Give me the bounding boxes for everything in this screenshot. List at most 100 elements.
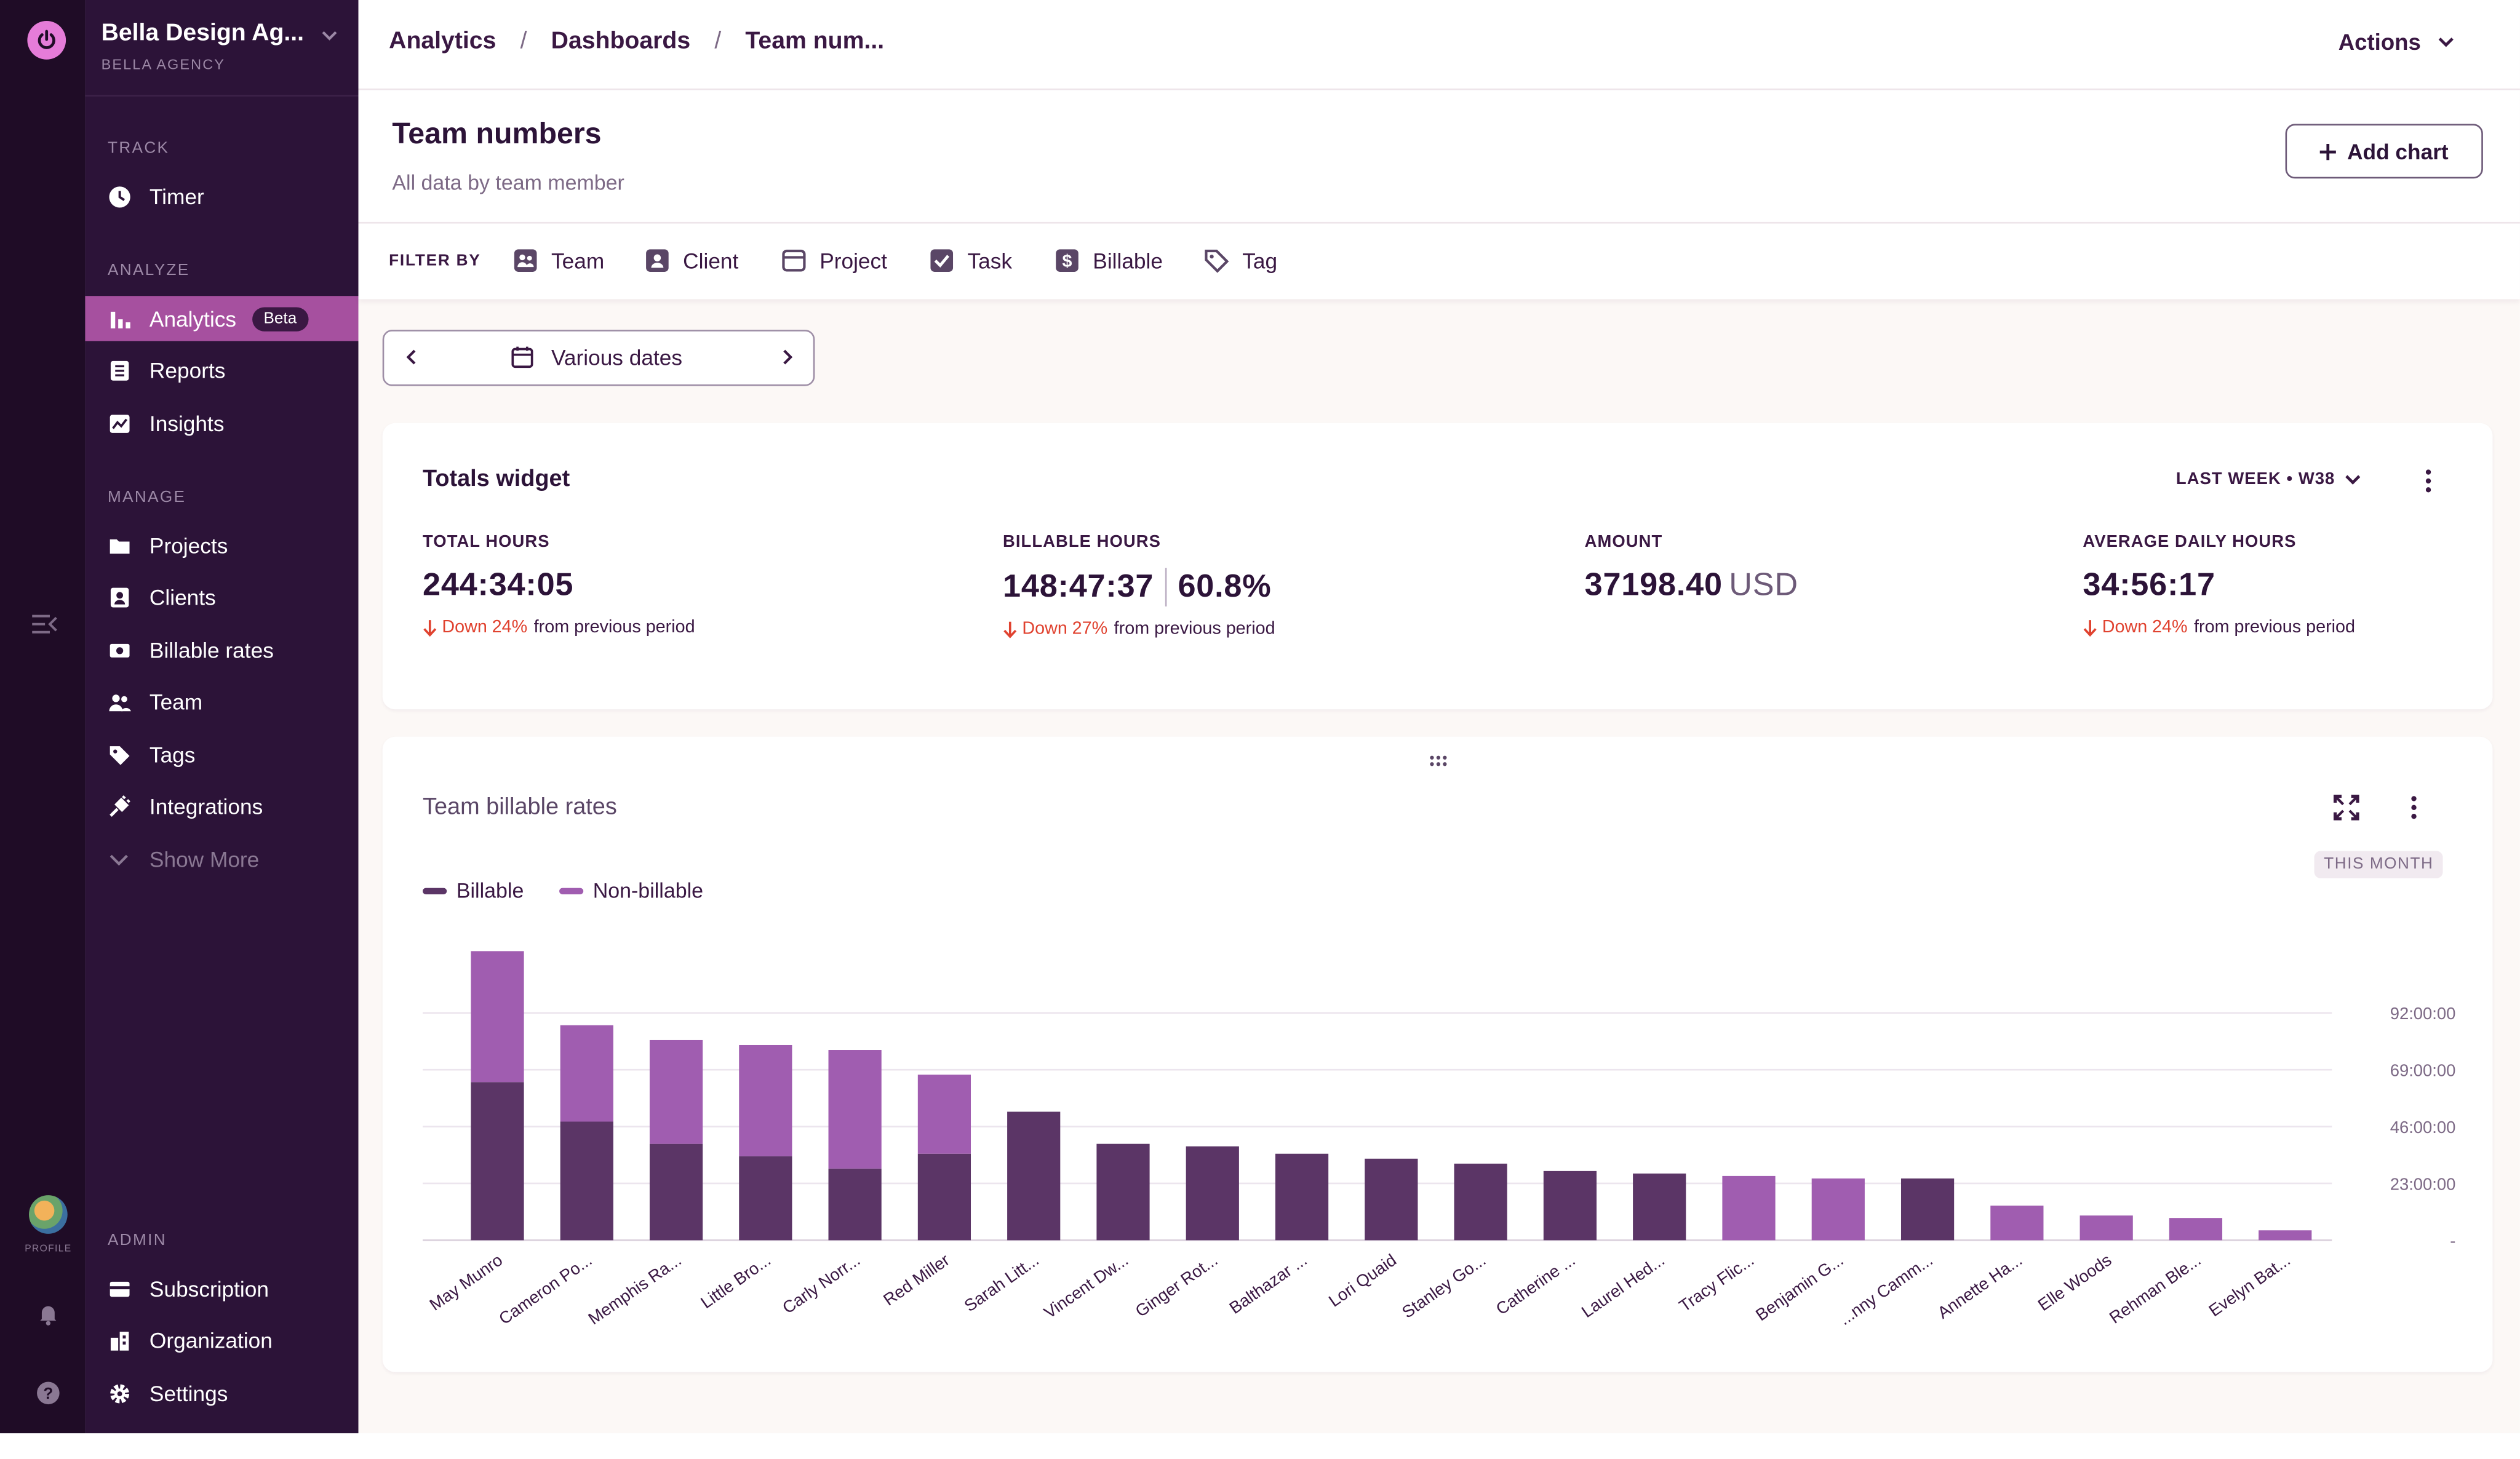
bar-billable[interactable] bbox=[649, 1143, 703, 1241]
metric-value: 37198.40 bbox=[1584, 568, 1723, 603]
sidebar-item-tags[interactable]: Tags bbox=[85, 732, 358, 777]
power-logo-icon[interactable] bbox=[27, 20, 66, 60]
help-icon[interactable]: ? bbox=[35, 1380, 61, 1406]
bar-non-billable[interactable] bbox=[828, 1050, 882, 1169]
sidebar-item-insights[interactable]: Insights bbox=[85, 400, 358, 445]
bar-billable[interactable] bbox=[1275, 1153, 1329, 1241]
x-tick-label: Benjamin G... bbox=[1752, 1250, 1847, 1324]
sidebar-item-settings[interactable]: Settings bbox=[85, 1370, 358, 1415]
building-icon bbox=[106, 1327, 132, 1353]
more-options-icon[interactable] bbox=[2409, 795, 2419, 821]
period-dropdown[interactable]: LAST WEEK • W38 bbox=[2176, 470, 2362, 489]
calendar-icon bbox=[511, 346, 533, 368]
more-options-icon[interactable] bbox=[2423, 468, 2433, 494]
bar-billable[interactable] bbox=[560, 1121, 613, 1241]
breadcrumb-analytics[interactable]: Analytics bbox=[389, 27, 496, 55]
svg-text:?: ? bbox=[43, 1384, 53, 1402]
x-tick-label: Vincent Dw... bbox=[1040, 1250, 1131, 1322]
sidebar-item-show-more[interactable]: Show More bbox=[85, 837, 358, 881]
widget-title: Totals widget bbox=[423, 466, 570, 493]
bell-icon[interactable] bbox=[35, 1302, 61, 1327]
sidebar-item-subscription[interactable]: Subscription bbox=[85, 1266, 358, 1311]
bar-billable[interactable] bbox=[1365, 1158, 1418, 1241]
sidebar-item-label: Analytics bbox=[149, 306, 237, 331]
bar-billable[interactable] bbox=[1543, 1171, 1597, 1241]
metric-total-hours: TOTAL HOURS 244:34:05 Down 24% from prev… bbox=[423, 533, 695, 637]
bar-billable[interactable] bbox=[739, 1156, 792, 1241]
filter-project[interactable]: Project bbox=[781, 245, 887, 277]
actions-dropdown[interactable]: Actions bbox=[2339, 29, 2457, 55]
bar-billable[interactable] bbox=[1096, 1143, 1150, 1241]
x-tick-label: Stanley Go... bbox=[1398, 1250, 1489, 1321]
metric-label: AMOUNT bbox=[1584, 532, 1663, 552]
sidebar-item-projects[interactable]: Projects bbox=[85, 523, 358, 568]
change-down: Down 27% bbox=[1003, 619, 1107, 638]
bar-non-billable[interactable] bbox=[1722, 1175, 1776, 1241]
bar-non-billable[interactable] bbox=[471, 951, 524, 1083]
profile-avatar[interactable] bbox=[29, 1195, 68, 1234]
bar-non-billable[interactable] bbox=[917, 1075, 971, 1154]
filter-billable[interactable]: $ Billable bbox=[1055, 245, 1163, 277]
change-down: Down 24% bbox=[423, 618, 527, 637]
metric-label: BILLABLE HOURS bbox=[1003, 532, 1161, 552]
bar-non-billable[interactable] bbox=[560, 1025, 613, 1122]
sidebar-item-organization[interactable]: Organization bbox=[85, 1318, 358, 1362]
bar-billable[interactable] bbox=[917, 1153, 971, 1241]
filter-team[interactable]: Team bbox=[512, 245, 604, 277]
add-chart-button[interactable]: Add chart bbox=[2285, 124, 2483, 179]
x-tick-label: May Munro bbox=[426, 1250, 506, 1314]
bar-billable[interactable] bbox=[471, 1082, 524, 1241]
date-range-picker[interactable]: Various dates bbox=[382, 330, 815, 386]
folder-icon bbox=[106, 533, 132, 559]
bar-billable[interactable] bbox=[1454, 1163, 1507, 1241]
sidebar-item-billable-rates[interactable]: Billable rates bbox=[85, 627, 358, 672]
drag-handle-icon[interactable] bbox=[1429, 755, 1451, 768]
chevron-right-icon[interactable] bbox=[776, 346, 799, 368]
document-icon bbox=[106, 357, 132, 383]
tag-icon bbox=[106, 742, 132, 768]
org-name[interactable]: Bella Design Ag... bbox=[101, 19, 305, 47]
client-card-icon bbox=[106, 584, 132, 610]
main-content: Analytics / Dashboards / Team num... Act… bbox=[358, 0, 2520, 1434]
money-icon bbox=[106, 637, 132, 663]
project-icon bbox=[782, 249, 806, 272]
sidebar-item-team[interactable]: Team bbox=[85, 679, 358, 724]
chevron-left-icon[interactable] bbox=[400, 346, 423, 368]
metric-label: TOTAL HOURS bbox=[423, 532, 550, 552]
filter-tag[interactable]: Tag bbox=[1204, 245, 1277, 277]
breadcrumb: Analytics / Dashboards / Team num... bbox=[389, 27, 884, 54]
bar-chart: 92:00:00 69:00:00 46:00:00 23:00:00 - May Mun… bbox=[423, 951, 2455, 1329]
legend-swatch bbox=[423, 887, 447, 894]
x-tick-label: Tracy Flic... bbox=[1675, 1250, 1757, 1315]
bar-non-billable[interactable] bbox=[739, 1044, 792, 1156]
chart-legend: Billable Non-billable bbox=[423, 878, 703, 902]
sidebar-item-clients[interactable]: Clients bbox=[85, 574, 358, 619]
change-text: from previous period bbox=[533, 618, 695, 637]
chevron-down-icon[interactable] bbox=[320, 24, 339, 43]
filter-client[interactable]: Client bbox=[644, 245, 738, 277]
bar-billable[interactable] bbox=[1186, 1146, 1239, 1241]
bar-billable[interactable] bbox=[828, 1168, 882, 1241]
legend-item-non-billable[interactable]: Non-billable bbox=[559, 878, 703, 902]
bar-non-billable[interactable] bbox=[649, 1040, 703, 1144]
sidebar-item-reports[interactable]: Reports bbox=[85, 348, 358, 392]
filter-label: Client bbox=[683, 248, 739, 273]
bar-non-billable[interactable] bbox=[2259, 1230, 2312, 1241]
bar-non-billable[interactable] bbox=[2079, 1215, 2133, 1241]
bar-billable[interactable] bbox=[1633, 1173, 1686, 1241]
sidebar-item-integrations[interactable]: Integrations bbox=[85, 784, 358, 829]
breadcrumb-dashboards[interactable]: Dashboards bbox=[551, 27, 691, 55]
legend-swatch bbox=[559, 887, 584, 894]
filter-task[interactable]: Task bbox=[929, 245, 1012, 277]
bar-non-billable[interactable] bbox=[2169, 1218, 2223, 1241]
sidebar-item-timer[interactable]: Timer bbox=[85, 173, 358, 218]
sidebar-item-analytics[interactable]: Analytics Beta bbox=[85, 296, 359, 341]
bar-non-billable[interactable] bbox=[1990, 1206, 2044, 1241]
page-header: Team numbers All data by team member Add… bbox=[358, 90, 2520, 224]
expand-icon[interactable] bbox=[2333, 794, 2359, 821]
bar-billable[interactable] bbox=[1007, 1111, 1061, 1241]
collapse-sidebar-icon[interactable] bbox=[29, 611, 61, 637]
bar-non-billable[interactable] bbox=[1811, 1178, 1865, 1241]
bar-billable[interactable] bbox=[1900, 1178, 1955, 1241]
legend-item-billable[interactable]: Billable bbox=[423, 878, 524, 902]
